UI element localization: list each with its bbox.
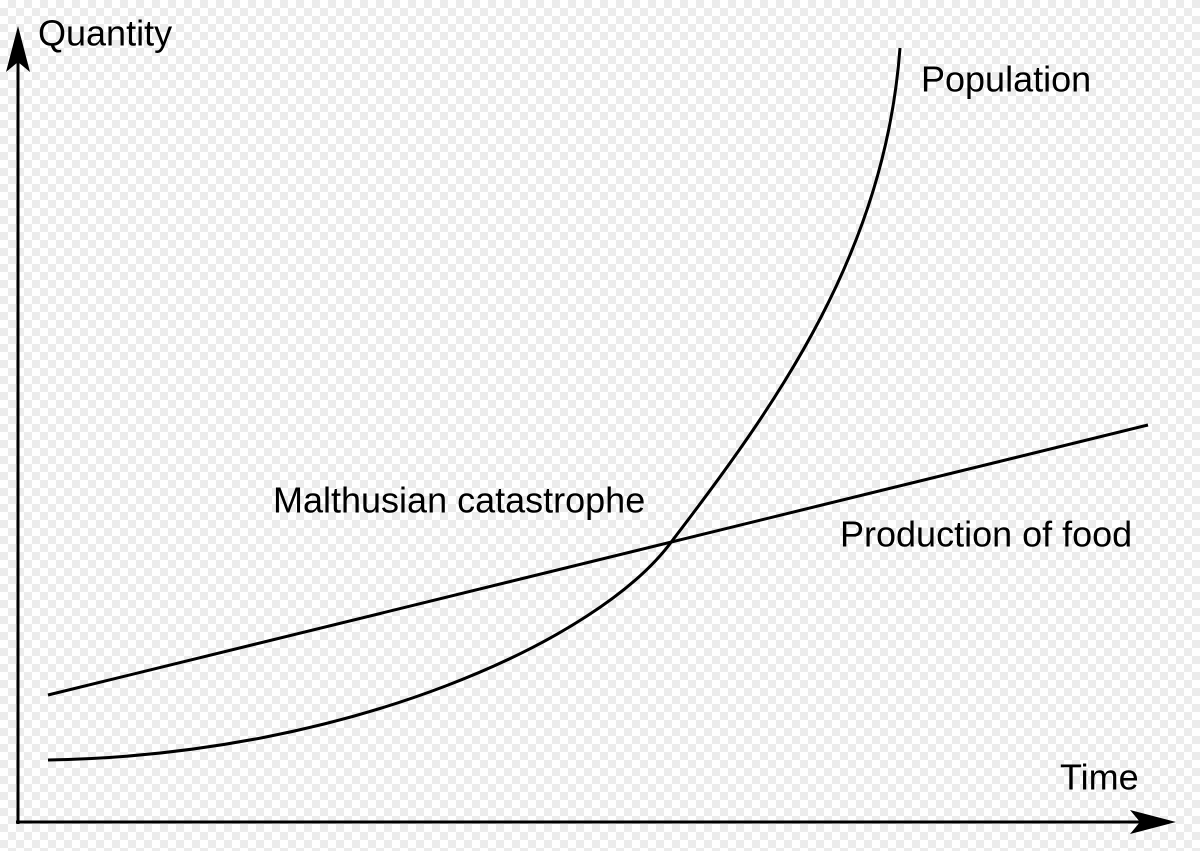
food-line — [47, 423, 1149, 697]
annotation: Malthusian catastrophe — [273, 480, 645, 521]
x-axis-label: Time — [1060, 757, 1139, 798]
population-curve — [47, 47, 902, 762]
curve-label: Population — [921, 59, 1091, 100]
curve-label: Production of food — [840, 514, 1132, 555]
y-axis-label: Quantity — [38, 13, 172, 54]
x-axis-arrow — [1130, 810, 1176, 834]
y-axis-arrow — [6, 26, 30, 72]
